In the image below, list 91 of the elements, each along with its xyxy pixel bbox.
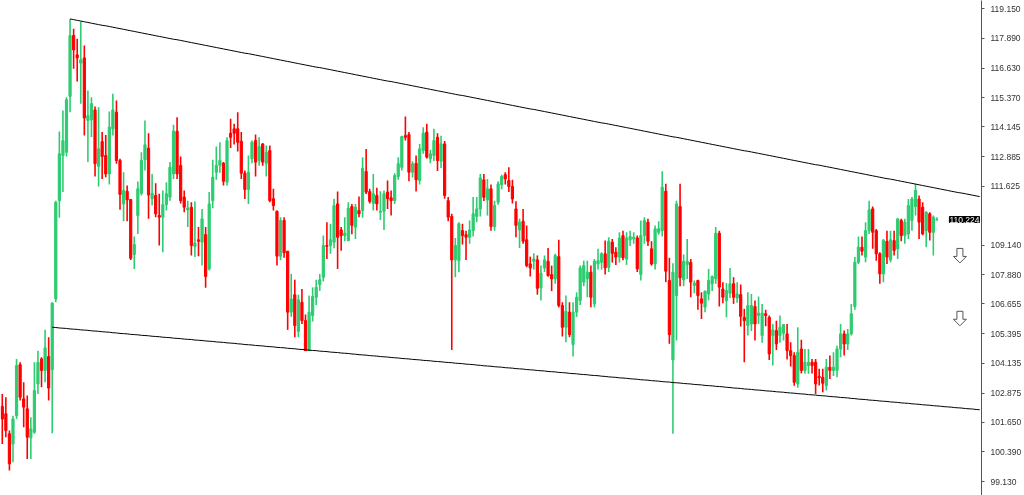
- y-tick-label: 101.650: [990, 417, 1022, 428]
- candlestick: [585, 259, 589, 299]
- candlestick: [646, 218, 650, 247]
- candlestick: [150, 173, 154, 207]
- candlestick: [325, 221, 329, 260]
- y-tick-label: 107.880: [990, 269, 1022, 280]
- y-tick-label: 99.130: [990, 476, 1017, 487]
- candlestick: [649, 240, 654, 267]
- y-tick-label: 114.145: [990, 121, 1021, 132]
- candlestick: [86, 89, 90, 163]
- candlestick: [621, 229, 625, 261]
- candlestick: [610, 238, 614, 264]
- candlestick: [261, 142, 265, 167]
- y-tick-label: 104.135: [990, 358, 1022, 369]
- y-tick-label: 106.655: [990, 298, 1022, 309]
- candlestick: [885, 229, 889, 265]
- candlestick: [257, 136, 261, 167]
- candlestick: [860, 235, 864, 257]
- candlestick: [931, 214, 935, 257]
- candlestick: [104, 134, 108, 179]
- candlestick: [888, 229, 893, 264]
- candlestick: [799, 338, 803, 375]
- candlestick: [382, 189, 386, 231]
- candlestick: [746, 291, 750, 337]
- candlestick: [193, 200, 197, 258]
- candlestick: [186, 199, 190, 228]
- candlestick: [824, 358, 828, 392]
- candlestick: [685, 238, 689, 280]
- candlestick: [774, 319, 778, 351]
- candlestick: [228, 118, 233, 149]
- candlestick: [806, 348, 811, 375]
- y-tick-label: 116.630: [990, 63, 1021, 74]
- candlestick: [814, 358, 818, 395]
- candlestick: [553, 252, 557, 285]
- candlestick: [264, 144, 268, 178]
- y-tick-label: 119.150: [990, 3, 1021, 14]
- candlestick: [253, 133, 258, 178]
- candlestick: [689, 258, 693, 299]
- candlestick: [831, 351, 836, 377]
- candlestick: [435, 132, 440, 172]
- y-tick-label: 111.625: [990, 181, 1021, 192]
- candlestick: [821, 368, 825, 394]
- y-tick-label: 112.885: [990, 151, 1021, 162]
- candlestick: [828, 354, 832, 380]
- candlestick: [100, 131, 104, 180]
- candlestick: [514, 200, 518, 239]
- y-tick-label: 100.390: [990, 446, 1022, 457]
- candlestick: [803, 348, 807, 375]
- candlestick: [0, 393, 4, 445]
- candlestick: [375, 187, 379, 212]
- candlestick: [414, 154, 418, 193]
- candlestick: [603, 239, 607, 276]
- candlestick: [232, 123, 236, 146]
- candlestick: [371, 173, 375, 212]
- candlestick: [196, 226, 201, 257]
- y-tick-label: 105.395: [990, 328, 1022, 339]
- y-tick-label: 117.890: [990, 33, 1021, 44]
- y-tick-label: 102.875: [990, 388, 1022, 399]
- candlestick: [532, 252, 536, 271]
- candlestick: [79, 20, 83, 105]
- candlestick: [39, 356, 44, 389]
- y-tick-label: 109.140: [990, 240, 1022, 251]
- y-tick-label: 115.370: [990, 92, 1021, 103]
- candlestick: [357, 195, 361, 218]
- annotation: 110.224: [949, 214, 980, 225]
- candlestick: [221, 161, 226, 187]
- candlestick: [778, 314, 782, 344]
- candlestick: [350, 203, 354, 235]
- candlestick: [439, 134, 443, 169]
- candlestick: [749, 293, 754, 332]
- candlestick: [517, 218, 522, 249]
- candlestick: [432, 128, 436, 162]
- candlestick: [842, 329, 846, 357]
- candlestick: [200, 208, 204, 267]
- candlestick: [771, 323, 775, 367]
- candlestick: [567, 301, 572, 338]
- candlestick: [917, 194, 921, 240]
- candlestick: [899, 218, 903, 243]
- line-series: [51, 326, 981, 411]
- candlestick: [753, 299, 757, 342]
- candlestick: [289, 273, 293, 318]
- candlestick: [735, 281, 739, 304]
- candlestick: [564, 294, 568, 343]
- candlestick: [43, 329, 47, 384]
- candlestick: [892, 229, 896, 257]
- candlestick: [928, 211, 932, 242]
- candlestick: [924, 210, 928, 248]
- candlestick: [132, 235, 136, 270]
- line-series: [69, 18, 981, 198]
- candlestick: [482, 173, 486, 202]
- candlestick: [485, 178, 490, 217]
